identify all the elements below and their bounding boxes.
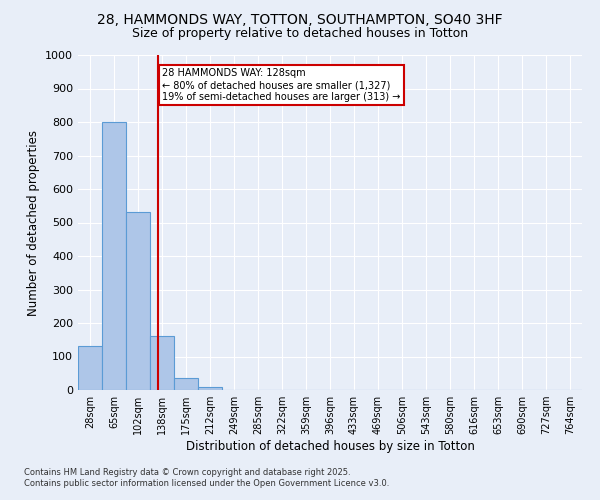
Text: Size of property relative to detached houses in Totton: Size of property relative to detached ho… [132, 28, 468, 40]
Text: Contains HM Land Registry data © Crown copyright and database right 2025.
Contai: Contains HM Land Registry data © Crown c… [24, 468, 389, 487]
Bar [78, 346, 102, 390]
Text: 28, HAMMONDS WAY, TOTTON, SOUTHAMPTON, SO40 3HF: 28, HAMMONDS WAY, TOTTON, SOUTHAMPTON, S… [97, 12, 503, 26]
Bar [126, 212, 150, 390]
Text: 28 HAMMONDS WAY: 128sqm
← 80% of detached houses are smaller (1,327)
19% of semi: 28 HAMMONDS WAY: 128sqm ← 80% of detache… [163, 68, 401, 102]
X-axis label: Distribution of detached houses by size in Totton: Distribution of detached houses by size … [185, 440, 475, 453]
Bar [198, 386, 222, 390]
Y-axis label: Number of detached properties: Number of detached properties [26, 130, 40, 316]
Bar [174, 378, 198, 390]
Bar [150, 336, 174, 390]
Bar [102, 122, 126, 390]
